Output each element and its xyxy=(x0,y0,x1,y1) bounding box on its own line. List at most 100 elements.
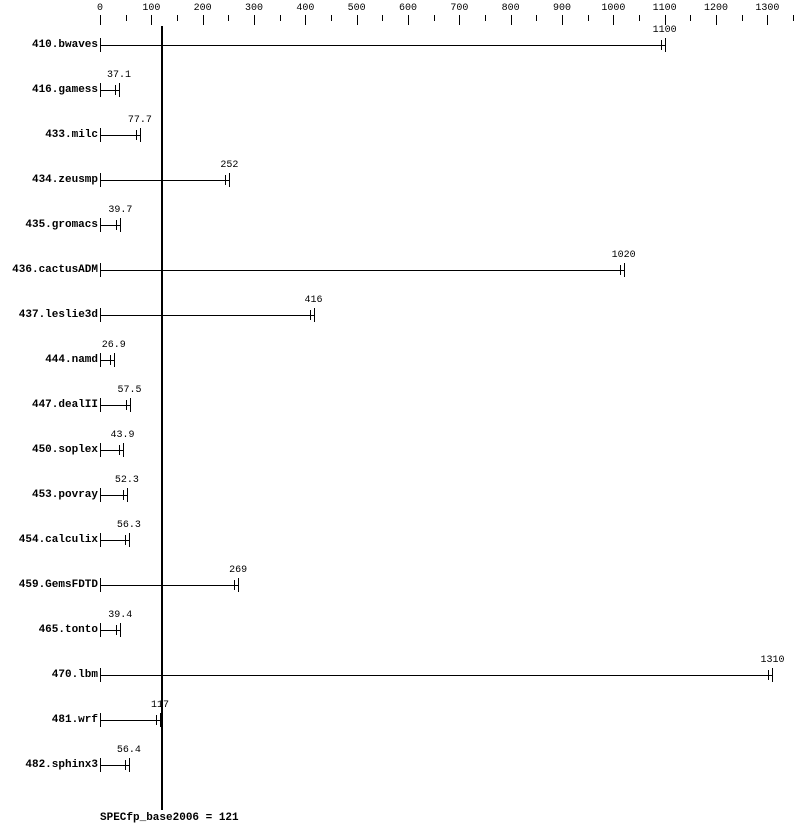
axis-tick-label: 300 xyxy=(245,3,263,14)
benchmark-end-tick xyxy=(129,758,130,772)
benchmark-end-tick xyxy=(238,578,239,592)
axis-tick-label: 900 xyxy=(553,3,571,14)
benchmark-label: 459.GemsFDTD xyxy=(19,579,98,591)
axis-tick-label: 600 xyxy=(399,3,417,14)
axis-tick-minor xyxy=(228,15,229,21)
benchmark-start-tick xyxy=(100,758,101,772)
benchmark-end-tick xyxy=(119,83,120,97)
axis-tick-label: 400 xyxy=(296,3,314,14)
benchmark-bar xyxy=(100,585,238,586)
benchmark-value: 117 xyxy=(151,700,169,711)
benchmark-bar xyxy=(100,720,160,721)
benchmark-end-tick xyxy=(229,173,230,187)
benchmark-label: 433.milc xyxy=(45,129,98,141)
benchmark-end-tick-inner xyxy=(126,400,127,410)
benchmark-start-tick xyxy=(100,533,101,547)
benchmark-value: 1310 xyxy=(760,655,784,666)
benchmark-label: 450.soplex xyxy=(32,444,98,456)
benchmark-end-tick-inner xyxy=(115,85,116,95)
benchmark-end-tick xyxy=(314,308,315,322)
axis-tick-major xyxy=(254,15,255,25)
axis-tick-major xyxy=(511,15,512,25)
axis-tick-major xyxy=(716,15,717,25)
benchmark-start-tick xyxy=(100,623,101,637)
benchmark-value: 57.5 xyxy=(118,385,142,396)
axis-tick-label: 100 xyxy=(142,3,160,14)
benchmark-start-tick xyxy=(100,353,101,367)
benchmark-value: 416 xyxy=(305,295,323,306)
benchmark-value: 43.9 xyxy=(111,430,135,441)
benchmark-end-tick xyxy=(120,218,121,232)
benchmark-start-tick xyxy=(100,398,101,412)
benchmark-end-tick xyxy=(120,623,121,637)
benchmark-value: 1100 xyxy=(653,25,677,36)
benchmark-label: 435.gromacs xyxy=(25,219,98,231)
benchmark-bar xyxy=(100,270,624,271)
benchmark-end-tick-inner xyxy=(125,760,126,770)
axis-tick-major xyxy=(203,15,204,25)
benchmark-start-tick xyxy=(100,713,101,727)
benchmark-label: 447.dealII xyxy=(32,399,98,411)
benchmark-bar xyxy=(100,180,229,181)
benchmark-value: 1020 xyxy=(612,250,636,261)
benchmark-label: 410.bwaves xyxy=(32,39,98,51)
benchmark-value: 56.4 xyxy=(117,745,141,756)
benchmark-value: 52.3 xyxy=(115,475,139,486)
benchmark-label: 453.povray xyxy=(32,489,98,501)
benchmark-end-tick xyxy=(130,398,131,412)
benchmark-bar xyxy=(100,675,772,676)
axis-tick-minor xyxy=(280,15,281,21)
axis-tick-minor xyxy=(793,15,794,21)
axis-tick-label: 500 xyxy=(348,3,366,14)
benchmark-label: 470.lbm xyxy=(52,669,98,681)
benchmark-end-tick-inner xyxy=(310,310,311,320)
axis-tick-major xyxy=(767,15,768,25)
axis-tick-label: 1000 xyxy=(601,3,625,14)
benchmark-value: 56.3 xyxy=(117,520,141,531)
benchmark-start-tick xyxy=(100,263,101,277)
benchmark-label: 444.namd xyxy=(45,354,98,366)
benchmark-end-tick-inner xyxy=(768,670,769,680)
axis-tick-minor xyxy=(690,15,691,21)
benchmark-end-tick-inner xyxy=(661,40,662,50)
benchmark-end-tick xyxy=(123,443,124,457)
benchmark-end-tick xyxy=(772,668,773,682)
benchmark-start-tick xyxy=(100,128,101,142)
axis-tick-label: 1300 xyxy=(755,3,779,14)
axis-tick-major xyxy=(408,15,409,25)
benchmark-start-tick xyxy=(100,308,101,322)
benchmark-bar xyxy=(100,90,119,91)
axis-tick-major xyxy=(357,15,358,25)
benchmark-start-tick xyxy=(100,38,101,52)
benchmark-end-tick-inner xyxy=(234,580,235,590)
benchmark-start-tick xyxy=(100,578,101,592)
benchmark-label: 465.tonto xyxy=(39,624,98,636)
benchmark-end-tick-inner xyxy=(123,490,124,500)
axis-tick-minor xyxy=(434,15,435,21)
benchmark-end-tick-inner xyxy=(116,220,117,230)
benchmark-label: 481.wrf xyxy=(52,714,98,726)
axis-tick-major xyxy=(665,15,666,25)
footer-label: SPECfp_base2006 = 121 xyxy=(100,812,239,824)
benchmark-start-tick xyxy=(100,173,101,187)
benchmark-value: 39.4 xyxy=(108,610,132,621)
axis-tick-minor xyxy=(126,15,127,21)
benchmark-end-tick-inner xyxy=(136,130,137,140)
benchmark-end-tick-inner xyxy=(110,355,111,365)
benchmark-start-tick xyxy=(100,488,101,502)
benchmark-label: 437.leslie3d xyxy=(19,309,98,321)
benchmark-start-tick xyxy=(100,443,101,457)
benchmark-end-tick-inner xyxy=(119,445,120,455)
axis-tick-minor xyxy=(639,15,640,21)
benchmark-end-tick-inner xyxy=(620,265,621,275)
benchmark-label: 436.cactusADM xyxy=(12,264,98,276)
axis-tick-major xyxy=(459,15,460,25)
benchmark-value: 252 xyxy=(220,160,238,171)
benchmark-end-tick xyxy=(114,353,115,367)
axis-tick-minor xyxy=(382,15,383,21)
benchmark-end-tick xyxy=(624,263,625,277)
benchmark-value: 77.7 xyxy=(128,115,152,126)
axis-tick-minor xyxy=(485,15,486,21)
benchmark-end-tick-inner xyxy=(125,535,126,545)
benchmark-value: 26.9 xyxy=(102,340,126,351)
